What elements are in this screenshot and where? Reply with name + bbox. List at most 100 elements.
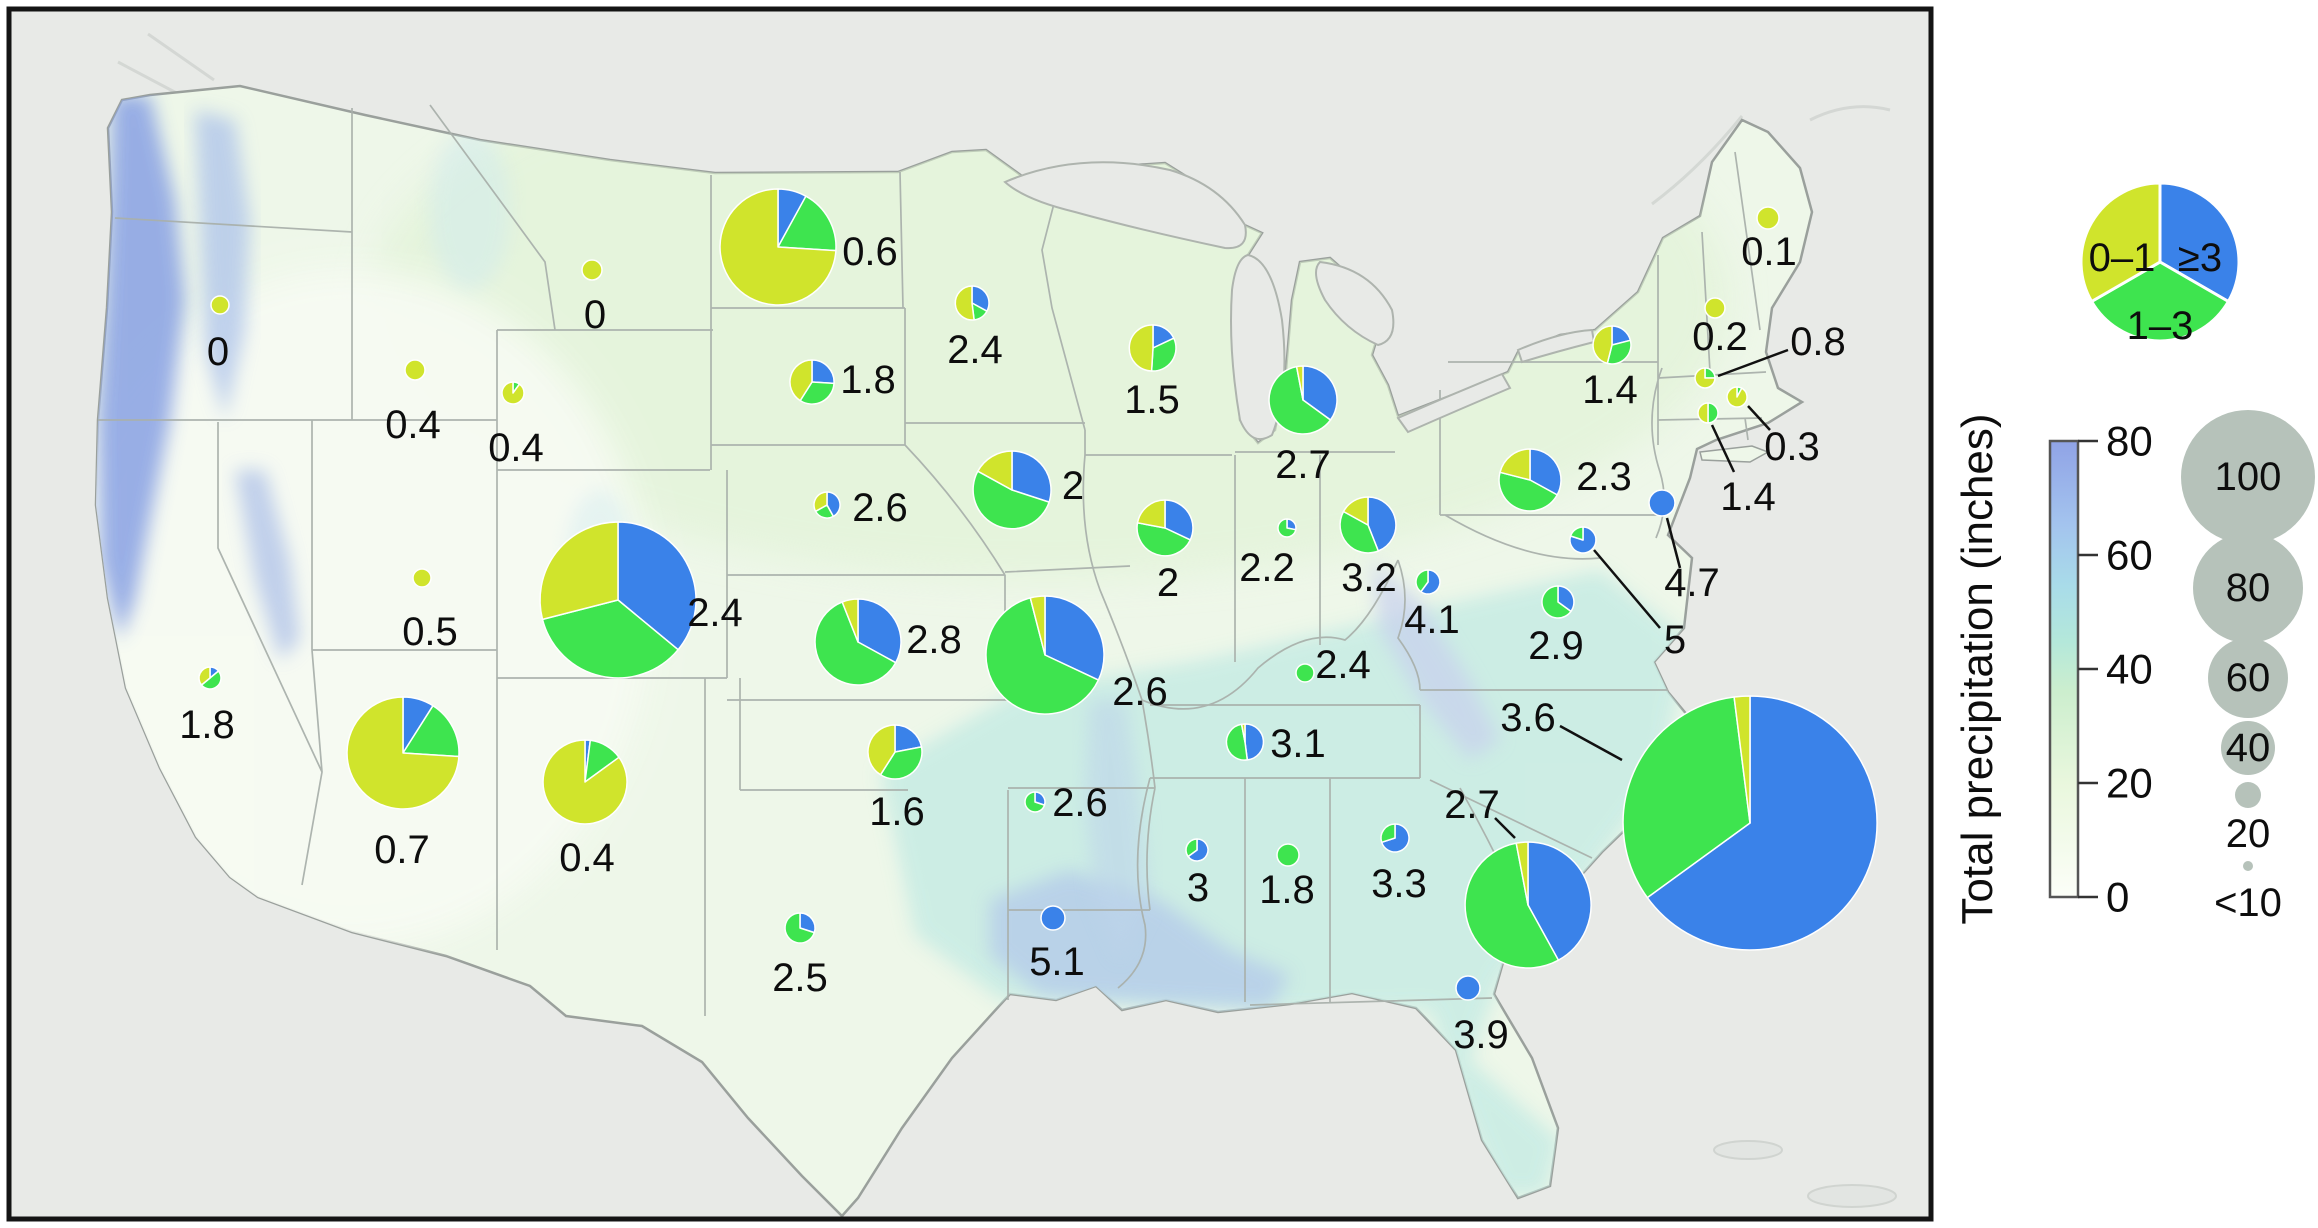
state-pie-il-yellow-slice xyxy=(1136,499,1166,529)
state-label-la: 5.1 xyxy=(1029,940,1085,984)
state-pie-nd xyxy=(719,188,837,306)
state-pie-va xyxy=(1541,585,1575,619)
state-pie-mn-yellow-slice xyxy=(954,285,975,321)
state-pie-ky xyxy=(1295,663,1315,683)
state-label-or: 0 xyxy=(207,330,229,374)
leader-line-nc xyxy=(1559,724,1623,762)
state-label-wv: 4.1 xyxy=(1404,598,1460,642)
state-pie-va-blue-slice xyxy=(1557,585,1575,613)
state-pie-pa xyxy=(1498,448,1562,512)
state-pie-wi-yellow-slice xyxy=(1128,324,1154,372)
state-label-oh: 3.2 xyxy=(1341,556,1397,600)
state-label-wi: 1.5 xyxy=(1124,378,1180,422)
state-pie-ma-yellow-slice xyxy=(1726,386,1748,408)
state-label-va: 2.9 xyxy=(1528,624,1584,668)
leader-line-vt xyxy=(1717,348,1789,378)
state-pie-ct xyxy=(1697,402,1719,424)
size-circle-label-60: 60 xyxy=(2226,656,2271,700)
state-label-nh: 0.2 xyxy=(1692,315,1748,359)
state-label-in: 2.2 xyxy=(1239,546,1295,590)
colorbar-tick-label-20: 20 xyxy=(2106,760,2153,807)
state-pie-nj xyxy=(1648,489,1676,517)
state-pie-ct-green-slice xyxy=(1707,402,1719,424)
state-label-ut: 0.5 xyxy=(402,610,458,654)
legend-panel: ≥3 1–3 0–1 0 20 40 60 80 Total precipitation (… xyxy=(1953,181,2315,925)
state-pie-ct-yellow-slice xyxy=(1697,402,1709,424)
state-pie-tn-green-slice xyxy=(1225,723,1249,761)
size-circle-100 xyxy=(2181,410,2315,544)
state-label-nm: 0.4 xyxy=(559,836,615,880)
state-label-ct: 1.4 xyxy=(1720,475,1776,519)
state-pie-ca-yellow-slice xyxy=(198,666,211,686)
legend-pie-label-yellow: 0–1 xyxy=(2089,236,2156,280)
state-pie-in xyxy=(1277,518,1297,538)
state-pie-ky-green-slice xyxy=(1295,663,1315,683)
size-circle-label-40: 40 xyxy=(2226,726,2271,770)
leader-line-sc xyxy=(1494,817,1516,839)
state-pie-nc xyxy=(1622,695,1878,951)
state-pie-va-green-slice xyxy=(1541,585,1572,619)
state-label-tn: 3.1 xyxy=(1270,722,1326,766)
state-label-wy: 0.4 xyxy=(488,426,544,470)
colorbar-gradient-bar xyxy=(2048,439,2080,899)
state-pie-mo-blue-slice xyxy=(1044,595,1105,681)
colorbar-tick-label-60: 60 xyxy=(2106,532,2153,579)
colorbar-tick-label-40: 40 xyxy=(2106,646,2153,693)
state-label-mt: 0 xyxy=(584,293,606,337)
state-label-pa: 2.3 xyxy=(1576,455,1632,499)
leader-line-nj xyxy=(1665,517,1682,569)
state-pie-nd-green-slice xyxy=(777,195,837,252)
state-pie-sc-blue-slice xyxy=(1527,841,1592,961)
state-pie-co-green-slice xyxy=(541,599,679,679)
state-pie-mo xyxy=(985,595,1105,715)
state-pie-ms-green-slice xyxy=(1185,838,1198,858)
state-pie-tx xyxy=(784,912,816,944)
state-pie-ny-green-slice xyxy=(1606,339,1632,365)
state-value-labels: 0 0.4 0 0.4 0.5 2.4 0.7 0.4 1.8 0.6 1.8 2.6 2.8 1.6 2.… xyxy=(179,230,1846,1057)
state-label-nc: 3.6 xyxy=(1500,696,1556,740)
state-label-ne: 2.6 xyxy=(852,486,908,530)
state-pie-ks-blue-slice xyxy=(857,598,902,664)
colorbar-tick-label-0: 0 xyxy=(2106,874,2129,921)
size-circle-label-80: 80 xyxy=(2226,566,2271,610)
state-label-nj: 4.7 xyxy=(1664,561,1720,605)
state-pie-oh-yellow-slice xyxy=(1342,496,1369,526)
state-pie-pa-green-slice xyxy=(1498,471,1558,512)
state-pie-wv-blue-slice xyxy=(1420,569,1441,595)
state-pie-ok xyxy=(867,724,923,780)
lake-erie xyxy=(1396,372,1512,434)
state-pie-tn-yellow-slice xyxy=(1240,723,1246,743)
state-pie-ms xyxy=(1185,838,1209,862)
state-pie-sc-green-slice xyxy=(1464,842,1560,969)
legend-pie-slice-green xyxy=(2090,260,2230,343)
state-pie-or xyxy=(210,295,230,315)
leader-line-ct xyxy=(1710,424,1736,473)
colorbar-title: Total precipitation (inches) xyxy=(1953,413,2002,924)
state-label-id: 0.4 xyxy=(385,403,441,447)
size-circle-label-100: 100 xyxy=(2215,455,2282,499)
state-pie-wv-green-slice xyxy=(1415,569,1429,593)
state-pie-az xyxy=(346,696,460,810)
state-pie-co-blue-slice xyxy=(617,521,697,651)
state-pie-tn xyxy=(1225,723,1265,761)
state-pie-md-blue-slice xyxy=(1569,526,1597,554)
state-pie-ia-yellow-slice xyxy=(977,450,1013,491)
state-pie-mi xyxy=(1268,365,1338,435)
state-pie-fl-blue-slice xyxy=(1455,975,1481,1001)
state-label-nd: 0.6 xyxy=(842,230,898,274)
state-label-sc: 2.7 xyxy=(1444,783,1500,827)
state-label-mn: 2.4 xyxy=(947,328,1003,372)
state-pie-nc-blue-slice xyxy=(1646,695,1878,951)
state-label-vt: 0.8 xyxy=(1790,320,1846,364)
size-circle-label-20: 20 xyxy=(2226,812,2271,856)
state-pie-ar-green-slice xyxy=(1024,791,1046,813)
state-pie-la xyxy=(1040,905,1066,931)
lake-superior xyxy=(1003,161,1247,250)
state-pie-fl xyxy=(1455,975,1481,1001)
state-pie-nh-yellow-slice xyxy=(1704,297,1726,319)
legend-pie-label-green: 1–3 xyxy=(2127,304,2194,348)
state-pie-me-yellow-slice xyxy=(1756,206,1780,230)
state-pie-ia xyxy=(972,450,1052,530)
map-panel: 0 0.4 0 0.4 0.5 2.4 0.7 0.4 1.8 0.6 1.8 2.6 2.8 1.6 2.… xyxy=(6,6,1934,1222)
